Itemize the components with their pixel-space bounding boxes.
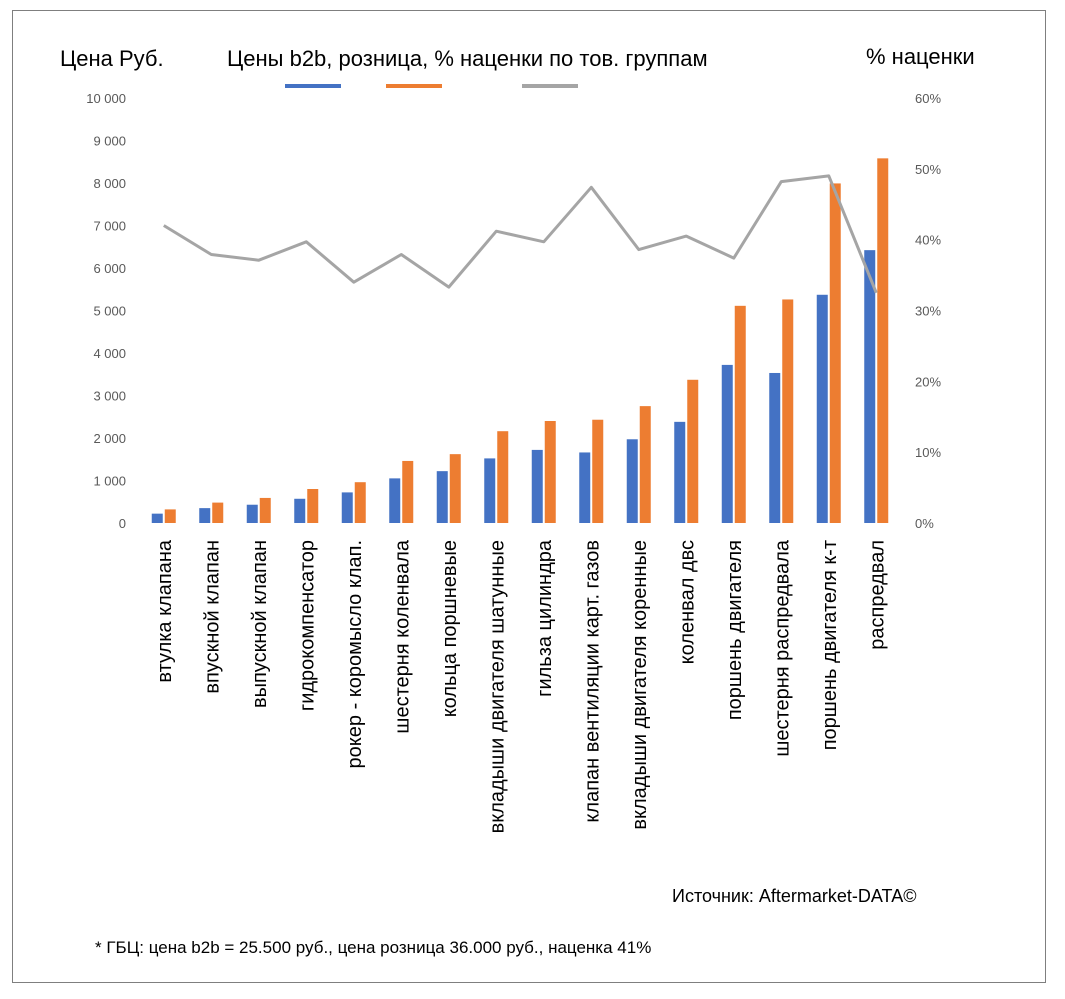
y-tick-label: 5 000 — [93, 304, 126, 319]
x-category-label: клапан вентиляции карт. газов — [581, 540, 603, 823]
x-category-label: гидрокомпенсатор — [296, 540, 318, 711]
y2-tick-label: 40% — [915, 233, 941, 248]
bar-retail — [639, 406, 651, 523]
x-category-label: распредвал — [866, 540, 888, 650]
bar-retail — [877, 158, 889, 523]
y-tick-label: 8 000 — [93, 176, 126, 191]
y2-tick-label: 30% — [915, 304, 941, 319]
bar-b2b — [436, 471, 448, 523]
bar-b2b — [389, 478, 401, 523]
y-tick-label: 7 000 — [93, 219, 126, 234]
bar-retail — [259, 497, 271, 523]
bar-b2b — [294, 498, 306, 523]
x-category-label: выпускной клапан — [249, 540, 271, 708]
footnote: * ГБЦ: цена b2b = 25.500 руб., цена розн… — [95, 938, 652, 957]
bar-retail — [354, 482, 366, 523]
bar-retail — [734, 305, 746, 523]
x-category-label: поршень двигателя к-т — [819, 540, 841, 750]
bar-retail — [687, 379, 699, 523]
bar-retail — [212, 502, 224, 523]
x-category-label: впускной клапан — [201, 540, 223, 694]
bar-b2b — [484, 458, 496, 523]
y-tick-label: 3 000 — [93, 389, 126, 404]
bar-b2b — [769, 372, 781, 523]
bar-retail — [592, 419, 604, 523]
x-category-label: коленвал двс — [676, 540, 698, 664]
x-category-label: шестерня коленвала — [391, 539, 413, 733]
bar-b2b — [151, 513, 163, 523]
x-category-label: шестерня распредвала — [771, 539, 793, 757]
y2-tick-label: 20% — [915, 374, 941, 389]
bar-b2b — [626, 439, 638, 523]
y-tick-label: 4 000 — [93, 346, 126, 361]
bar-b2b — [531, 449, 543, 523]
bar-b2b — [246, 504, 258, 523]
y-tick-label: 9 000 — [93, 134, 126, 149]
x-category-label: гильза цилиндра — [534, 539, 556, 697]
bar-retail — [402, 460, 414, 523]
markup-line — [163, 174, 878, 294]
x-category-label: вкладыши двигателя шатунные — [486, 540, 508, 833]
y2-tick-label: 0% — [915, 516, 934, 531]
y2-tick-label: 10% — [915, 445, 941, 460]
bar-retail — [497, 431, 509, 523]
chart-title: Цены b2b, розница, % наценки по тов. гру… — [227, 46, 708, 71]
y2-tick-label: 60% — [915, 91, 941, 106]
y-tick-label: 2 000 — [93, 431, 126, 446]
x-category-label: кольца поршневые — [439, 540, 461, 717]
bar-retail — [782, 299, 794, 523]
source-note: Источник: Aftermarket-DATA© — [672, 886, 917, 906]
bar-b2b — [341, 492, 353, 523]
x-category-label: вкладыши двигателя коренные — [629, 540, 651, 830]
bar-retail — [829, 183, 841, 524]
left-axis-title: Цена Руб. — [60, 46, 164, 71]
bar-b2b — [816, 294, 828, 523]
x-category-label: рокер - коромысло клап. — [344, 540, 366, 768]
bar-retail — [164, 509, 176, 523]
y2-tick-label: 50% — [915, 162, 941, 177]
y-tick-label: 1 000 — [93, 474, 126, 489]
right-axis-title: % наценки — [866, 44, 975, 69]
bar-b2b — [721, 364, 733, 523]
bar-b2b — [199, 508, 211, 523]
y-tick-label: 6 000 — [93, 261, 126, 276]
x-category-label: поршень двигателя — [724, 540, 746, 720]
bar-b2b — [579, 452, 591, 523]
y-tick-label: 0 — [119, 516, 126, 531]
x-category-label: втулка клапана — [154, 539, 176, 682]
bar-b2b — [864, 250, 876, 523]
y-tick-label: 10 000 — [86, 91, 126, 106]
bar-retail — [544, 421, 556, 523]
bar-b2b — [674, 421, 686, 523]
bar-retail — [307, 489, 319, 523]
bar-retail — [449, 454, 461, 523]
